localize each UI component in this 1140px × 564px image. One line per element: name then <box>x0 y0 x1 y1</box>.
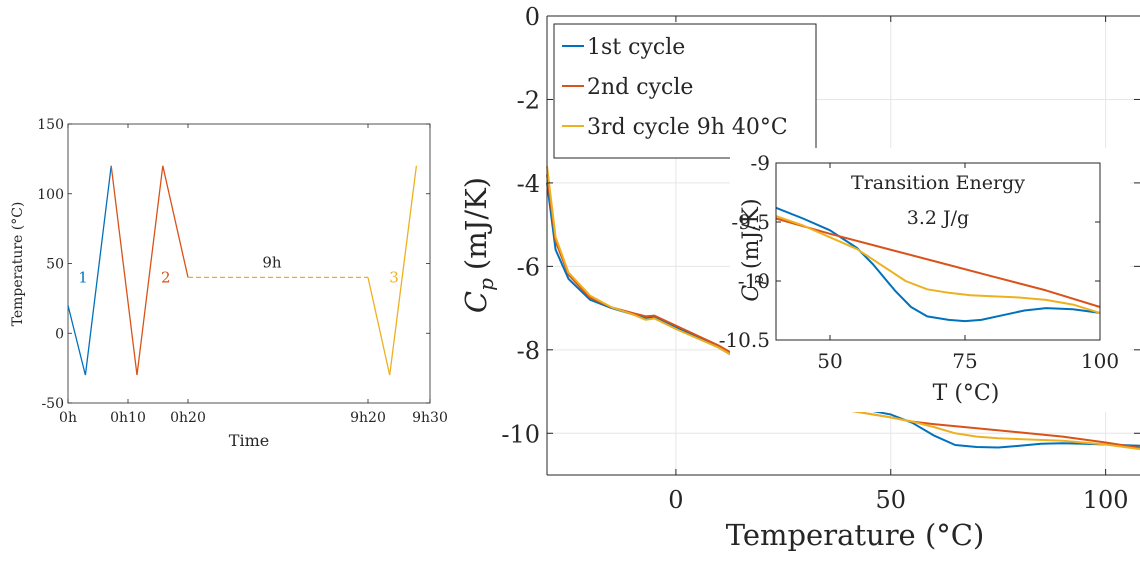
temp-x-axis-label: Time <box>229 431 269 450</box>
temp-program-segment-4 <box>367 165 418 376</box>
inset-x-axis-label: T (°C) <box>933 381 1000 406</box>
temp-y-tick-label: 100 <box>37 187 64 203</box>
legend-label-2: 2nd cycle <box>587 75 693 100</box>
main-y-tick-label: -8 <box>517 337 540 365</box>
temp-y-axis-label: Temperature (°C) <box>10 202 26 327</box>
cycle-3-label: 3 <box>389 268 399 286</box>
main-y-label-symbol: C <box>459 291 493 313</box>
inset-series-3-line <box>775 215 1101 314</box>
main-legend <box>553 23 817 159</box>
inset-series-2-line <box>775 217 1101 308</box>
inset-background <box>730 148 1130 412</box>
inset-y-tick-label: -10.5 <box>719 328 770 352</box>
transition-energy-value: 3.2 J/g <box>907 207 969 229</box>
inset-x-tick-label: 75 <box>952 349 977 373</box>
inset-y-axis-label: Cp (mJ/K) <box>739 198 767 301</box>
temp-y-tick-label: -50 <box>41 396 64 412</box>
main-x-tick-label: 100 <box>1083 486 1129 514</box>
legend-label-3: 3rd cycle 9h 40°C <box>587 115 788 140</box>
temp-x-tick-label: 0h10 <box>110 410 146 426</box>
temp-x-tick-label: 9h20 <box>350 410 386 426</box>
inset-y-tick-label: -9.5 <box>731 210 770 234</box>
inset-y-label-symbol: C <box>739 285 764 302</box>
main-y-tick-label: -2 <box>517 86 540 114</box>
main-y-axis-label: Cp (mJ/K) <box>459 177 498 313</box>
temp-program-segment-2 <box>110 165 189 376</box>
inset-series-1-line <box>775 206 1101 323</box>
temp-x-tick-label: 0h <box>59 410 77 426</box>
inset-x-tick-label: 50 <box>817 349 842 373</box>
main-x-axis-label: Temperature (°C) <box>726 518 985 552</box>
main-x-tick-label: 50 <box>875 486 906 514</box>
temp-program-plot-frame <box>67 123 431 404</box>
temp-program-segment-1 <box>67 165 112 376</box>
inset-y-tick-label: -9 <box>751 151 770 175</box>
main-x-tick-label: 0 <box>668 486 683 514</box>
main-y-tick-label: -4 <box>517 170 540 198</box>
inset-frame <box>775 162 1101 341</box>
hold-duration-label: 9h <box>262 253 282 271</box>
inset-y-tick-label: -10 <box>738 269 770 293</box>
main-y-tick-label: -10 <box>501 420 540 448</box>
temp-y-tick-label: 150 <box>37 117 64 133</box>
inset-y-label-unit: (mJ/K) <box>739 198 764 269</box>
inset-y-label-subscript: p <box>749 275 767 285</box>
cycle-2-label: 2 <box>161 268 171 286</box>
temp-y-tick-label: 50 <box>46 257 64 273</box>
main-y-label-unit: (mJ/K) <box>459 177 493 270</box>
main-y-tick-label: 0 <box>525 3 540 31</box>
main-y-tick-label: -6 <box>517 253 540 281</box>
inset-x-tick-label: 100 <box>1081 349 1119 373</box>
temp-x-tick-label: 9h30 <box>412 410 448 426</box>
main-y-label-subscript: p <box>474 278 498 291</box>
transition-energy-title: Transition Energy <box>851 172 1025 194</box>
legend-label-1: 1st cycle <box>587 35 685 60</box>
temp-y-tick-label: 0 <box>55 326 64 342</box>
temp-x-tick-label: 0h20 <box>170 410 206 426</box>
cycle-1-label: 1 <box>78 268 88 286</box>
